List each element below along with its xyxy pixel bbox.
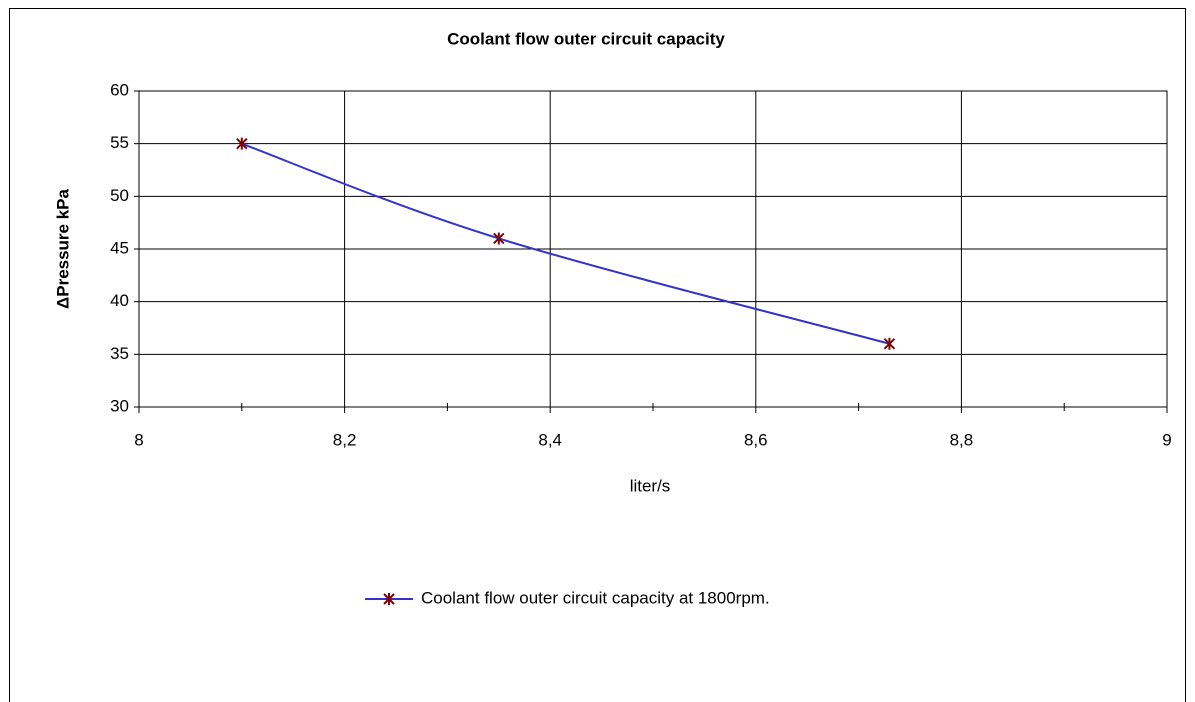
- legend-label: Coolant flow outer circuit capacity at 1…: [421, 588, 770, 607]
- chart-frame: [9, 8, 1186, 702]
- y-tick-label: 50: [110, 186, 129, 205]
- y-tick-label: 35: [110, 344, 129, 363]
- x-tick-label: 8,8: [950, 430, 974, 449]
- x-tick-label: 8,2: [333, 430, 357, 449]
- legend-marker: [383, 593, 395, 605]
- plot-border: [138, 90, 1168, 408]
- x-tick-label: 8,6: [744, 430, 768, 449]
- data-point: [493, 232, 505, 245]
- y-tick-label: 40: [110, 291, 129, 310]
- data-line: [241, 142, 890, 345]
- x-axis-label: liter/s: [630, 476, 671, 495]
- y-tick-label: 55: [110, 133, 129, 152]
- x-tick-label: 9: [1162, 430, 1171, 449]
- y-tick-label: 60: [110, 80, 129, 99]
- data-point: [883, 337, 896, 350]
- y-tick-label: 45: [110, 238, 129, 257]
- data-point: [236, 137, 248, 150]
- x-tick-label: 8,4: [538, 430, 562, 449]
- y-axis-label: ΔPressure kPa: [53, 188, 72, 309]
- x-tick-label: 8: [134, 430, 143, 449]
- chart-title: Coolant flow outer circuit capacity: [447, 29, 725, 48]
- y-tick-label: 30: [110, 396, 129, 415]
